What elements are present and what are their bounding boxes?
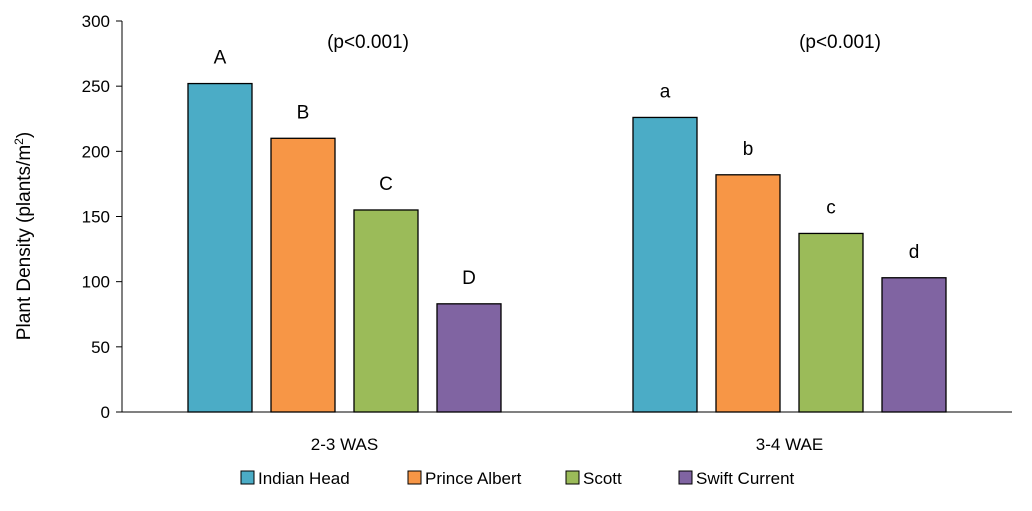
- bar-significance-label: d: [909, 242, 920, 263]
- bar-scott: [798, 232, 864, 413]
- x-category-label: 2-3 WAS: [311, 435, 378, 454]
- y-tick-label: 300: [82, 12, 110, 31]
- bar-prince-albert: [715, 174, 781, 413]
- bar-significance-label: b: [743, 139, 754, 160]
- y-tick-label: 250: [82, 77, 110, 96]
- y-axis-title-main: Plant Density (plants/m: [14, 145, 35, 340]
- legend: Indian Head Prince Albert Scott Swift Curre…: [240, 469, 795, 488]
- bar-significance-label: A: [214, 48, 227, 69]
- y-tick-label: 0: [101, 403, 110, 422]
- bar-significance-label: c: [826, 197, 836, 218]
- annotations: (p<0.001) (p<0.001): [327, 32, 881, 53]
- y-tick-label: 200: [82, 142, 110, 161]
- legend-label: Swift Current: [696, 469, 795, 488]
- bar-significance-label: D: [462, 268, 476, 289]
- bar-swift-current: [881, 277, 947, 413]
- y-axis-title-close: ): [14, 132, 35, 138]
- legend-swatch-swift-current: [678, 470, 693, 485]
- y-axis-title: Plant Density (plants/m2): [12, 132, 35, 340]
- bar-significance-label: C: [379, 174, 393, 195]
- bar-significance-label: a: [660, 81, 671, 102]
- legend-label: Indian Head: [258, 469, 350, 488]
- bar-labels: A B C Da b c d: [214, 48, 920, 289]
- y-tick-label: 150: [82, 208, 110, 227]
- bar-swift-current: [436, 303, 502, 413]
- legend-swatch-indian-head: [240, 470, 255, 485]
- bar-significance-label: B: [297, 102, 310, 123]
- bar-scott: [353, 209, 419, 413]
- y-tick-label: 50: [91, 338, 110, 357]
- legend-label: Scott: [583, 469, 622, 488]
- x-axis: 2-3 WAS 3-4 WAE: [122, 411, 1012, 454]
- x-category-label: 3-4 WAE: [756, 435, 823, 454]
- bars: [187, 82, 947, 413]
- y-tick-label: 100: [82, 273, 110, 292]
- bar-indian-head: [632, 116, 698, 413]
- legend-swatch-scott: [565, 470, 580, 485]
- bar-indian-head: [187, 82, 253, 413]
- p-value-annotation: (p<0.001): [327, 32, 409, 53]
- y-axis: 0 50 100 150 200 250 300: [82, 12, 123, 422]
- legend-swatch-prince-albert: [407, 470, 422, 485]
- bar-prince-albert: [270, 137, 336, 413]
- y-axis-title-superscript: 2: [12, 138, 26, 145]
- legend-label: Prince Albert: [425, 469, 522, 488]
- p-value-annotation: (p<0.001): [799, 32, 881, 53]
